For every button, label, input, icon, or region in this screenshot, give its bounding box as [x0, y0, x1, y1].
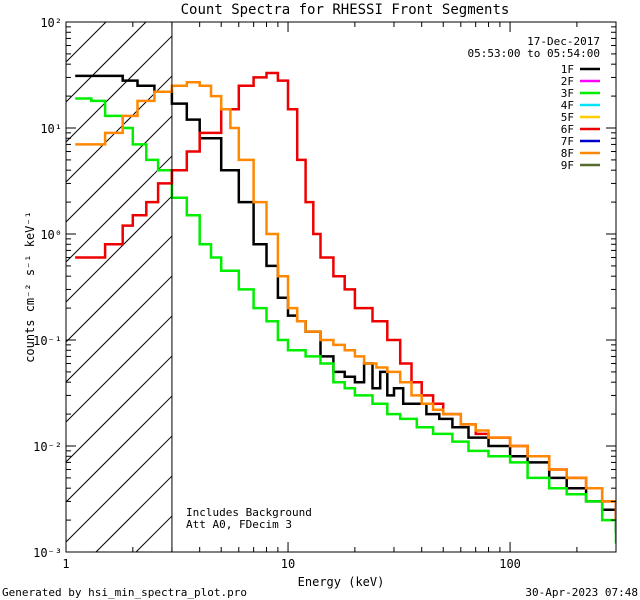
series-6F-line [75, 71, 616, 521]
hatch-line [65, 155, 173, 263]
x-tick-label: 100 [499, 557, 521, 571]
series-8F-line [75, 81, 616, 521]
below-threshold-hatch [65, 21, 173, 553]
legend-label-9F: 9F [561, 159, 574, 172]
y-axis-label: counts cm⁻² s⁻¹ keV⁻¹ [23, 211, 37, 363]
legend-label-1F: 1F [561, 63, 574, 76]
hatch-line [65, 355, 173, 463]
hatch-line [95, 475, 173, 553]
footer-timestamp: 30-Apr-2023 07:48 [525, 586, 638, 599]
annotation-background: Includes Background [186, 506, 312, 519]
x-tick-label: 10 [281, 557, 295, 571]
hatch-line [65, 275, 173, 383]
y-tick-label: 10² [40, 16, 62, 30]
hatch-line [65, 115, 173, 223]
y-tick-label: 10⁰ [40, 228, 62, 242]
x-tick-label: 1 [62, 557, 69, 571]
y-tick-label: 10⁻² [33, 440, 62, 454]
y-axis: 10² 10¹ 10⁰ 10⁻¹ 10⁻² 10⁻³ [33, 16, 616, 560]
hatch-line [65, 21, 107, 63]
legend-label-8F: 8F [561, 147, 574, 160]
hatch-line [65, 235, 173, 343]
legend-label-3F: 3F [561, 87, 574, 100]
footer-generated-by: Generated by hsi_min_spectra_plot.pro [2, 586, 247, 599]
hatch-line [65, 21, 147, 103]
plot-frame [65, 21, 617, 553]
hatch-line [65, 35, 173, 143]
chart-title: Count Spectra for RHESSI Front Segments [181, 2, 510, 18]
hatch-line [135, 515, 173, 553]
x-axis: 1 10 100 [62, 22, 617, 571]
legend-label-7F: 7F [561, 135, 574, 148]
series-layer [75, 71, 616, 544]
hatch-line [65, 435, 173, 543]
legend-time-range: 05:53:00 to 05:54:00 [468, 47, 600, 60]
hatch-line [65, 395, 173, 503]
hatch-line [65, 315, 173, 423]
y-tick-label: 10¹ [40, 122, 62, 136]
legend-label-6F: 6F [561, 123, 574, 136]
series-1F-line [75, 74, 616, 534]
series-3F-line [75, 97, 616, 544]
x-axis-label: Energy (keV) [298, 575, 385, 589]
y-tick-label: 10⁻³ [33, 546, 62, 560]
legend-label-4F: 4F [561, 99, 574, 112]
hatch-line [65, 195, 173, 303]
legend-date: 17-Dec-2017 [527, 35, 600, 48]
legend-label-2F: 2F [561, 75, 574, 88]
annotation-attenuator: Att A0, FDecim 3 [186, 518, 292, 531]
y-tick-label: 10⁻¹ [33, 334, 62, 348]
legend-label-5F: 5F [561, 111, 574, 124]
